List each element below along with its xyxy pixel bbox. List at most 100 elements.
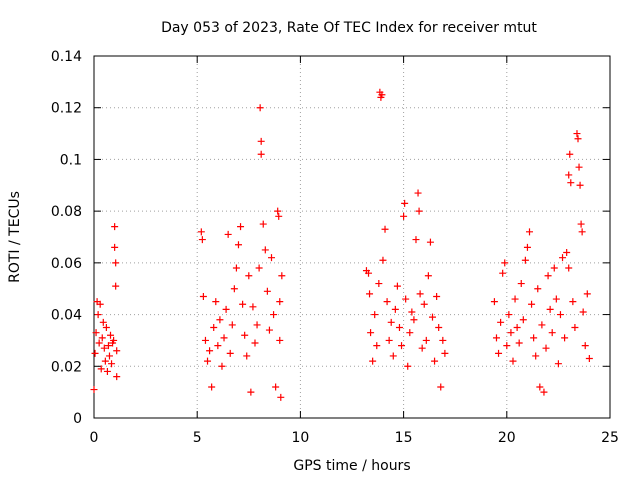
x-tick-label: 20 (498, 430, 516, 446)
data-point (424, 272, 432, 280)
data-point (401, 199, 409, 207)
data-point (99, 318, 107, 326)
data-point (503, 342, 511, 350)
x-tick-label: 25 (601, 430, 619, 446)
data-point (523, 243, 531, 251)
data-point (416, 290, 424, 298)
data-point (422, 336, 430, 344)
data-point (412, 236, 420, 244)
data-point (575, 163, 583, 171)
data-point (495, 349, 503, 357)
data-point (441, 349, 449, 357)
data-point (197, 228, 205, 236)
data-point (100, 344, 108, 352)
data-point (101, 357, 109, 365)
data-point (583, 290, 591, 298)
y-axis-label: ROTI / TECUs (7, 191, 23, 283)
data-point (515, 339, 523, 347)
data-point (113, 347, 121, 355)
data-point (400, 212, 408, 220)
data-point (563, 249, 571, 257)
y-tick-label: 0.14 (51, 49, 82, 65)
data-point (439, 336, 447, 344)
data-point (566, 150, 574, 158)
data-point (534, 285, 542, 293)
data-point (577, 220, 585, 228)
data-point (371, 311, 379, 319)
data-point (391, 305, 399, 313)
data-point (112, 259, 120, 267)
data-point (228, 321, 236, 329)
data-point (546, 305, 554, 313)
y-tick-label: 0.08 (51, 204, 82, 220)
data-point (365, 269, 373, 277)
data-point (492, 334, 500, 342)
data-point (249, 303, 257, 311)
data-point (366, 290, 374, 298)
plot-border (93, 55, 611, 419)
data-point (571, 324, 579, 331)
data-point (212, 298, 220, 306)
data-point (92, 329, 100, 337)
data-point (389, 352, 397, 360)
data-point (501, 259, 509, 267)
data-point (224, 230, 232, 238)
data-point (201, 336, 209, 344)
data-point (113, 373, 121, 381)
data-point (199, 292, 207, 300)
data-point (232, 264, 240, 272)
data-point (204, 357, 212, 365)
data-point (90, 386, 98, 394)
data-point (428, 313, 436, 321)
data-point (241, 331, 249, 339)
data-point (245, 272, 253, 280)
data-point (243, 352, 251, 360)
data-point (277, 393, 285, 401)
data-series (90, 88, 593, 401)
data-point (369, 357, 377, 365)
data-point (247, 388, 255, 396)
data-point (278, 272, 286, 280)
data-point (511, 295, 519, 303)
data-point (556, 311, 564, 319)
y-tick-label: 0.02 (51, 359, 82, 375)
data-point (108, 360, 116, 368)
data-point (239, 300, 247, 308)
data-point (404, 362, 412, 370)
x-tick-label: 10 (291, 430, 309, 446)
data-point (381, 225, 389, 233)
data-point (420, 300, 428, 308)
data-point (255, 264, 263, 272)
data-point (579, 308, 587, 316)
data-point (402, 295, 410, 303)
data-point (103, 367, 111, 375)
y-tick-label: 0.06 (51, 256, 82, 272)
data-point (95, 339, 103, 347)
data-point (526, 228, 534, 236)
data-point (528, 300, 536, 308)
data-point (507, 329, 515, 337)
data-point (576, 181, 584, 189)
y-tick-label: 0.04 (51, 308, 82, 324)
data-point (536, 383, 544, 391)
data-point (552, 295, 560, 303)
data-point (540, 388, 548, 396)
data-point (91, 349, 99, 357)
data-point (220, 334, 228, 342)
data-point (513, 324, 521, 331)
data-point (198, 236, 206, 244)
data-point (550, 264, 558, 272)
data-point (538, 321, 546, 329)
data-point (565, 171, 573, 179)
data-point (257, 137, 265, 145)
x-axis-label: GPS time / hours (293, 458, 410, 474)
x-tick-label: 5 (193, 430, 202, 446)
data-point (569, 298, 577, 306)
data-point (378, 91, 386, 99)
data-point (257, 150, 265, 158)
data-point (104, 342, 112, 350)
data-point (406, 329, 414, 337)
data-point (497, 318, 505, 326)
grid (94, 56, 610, 418)
